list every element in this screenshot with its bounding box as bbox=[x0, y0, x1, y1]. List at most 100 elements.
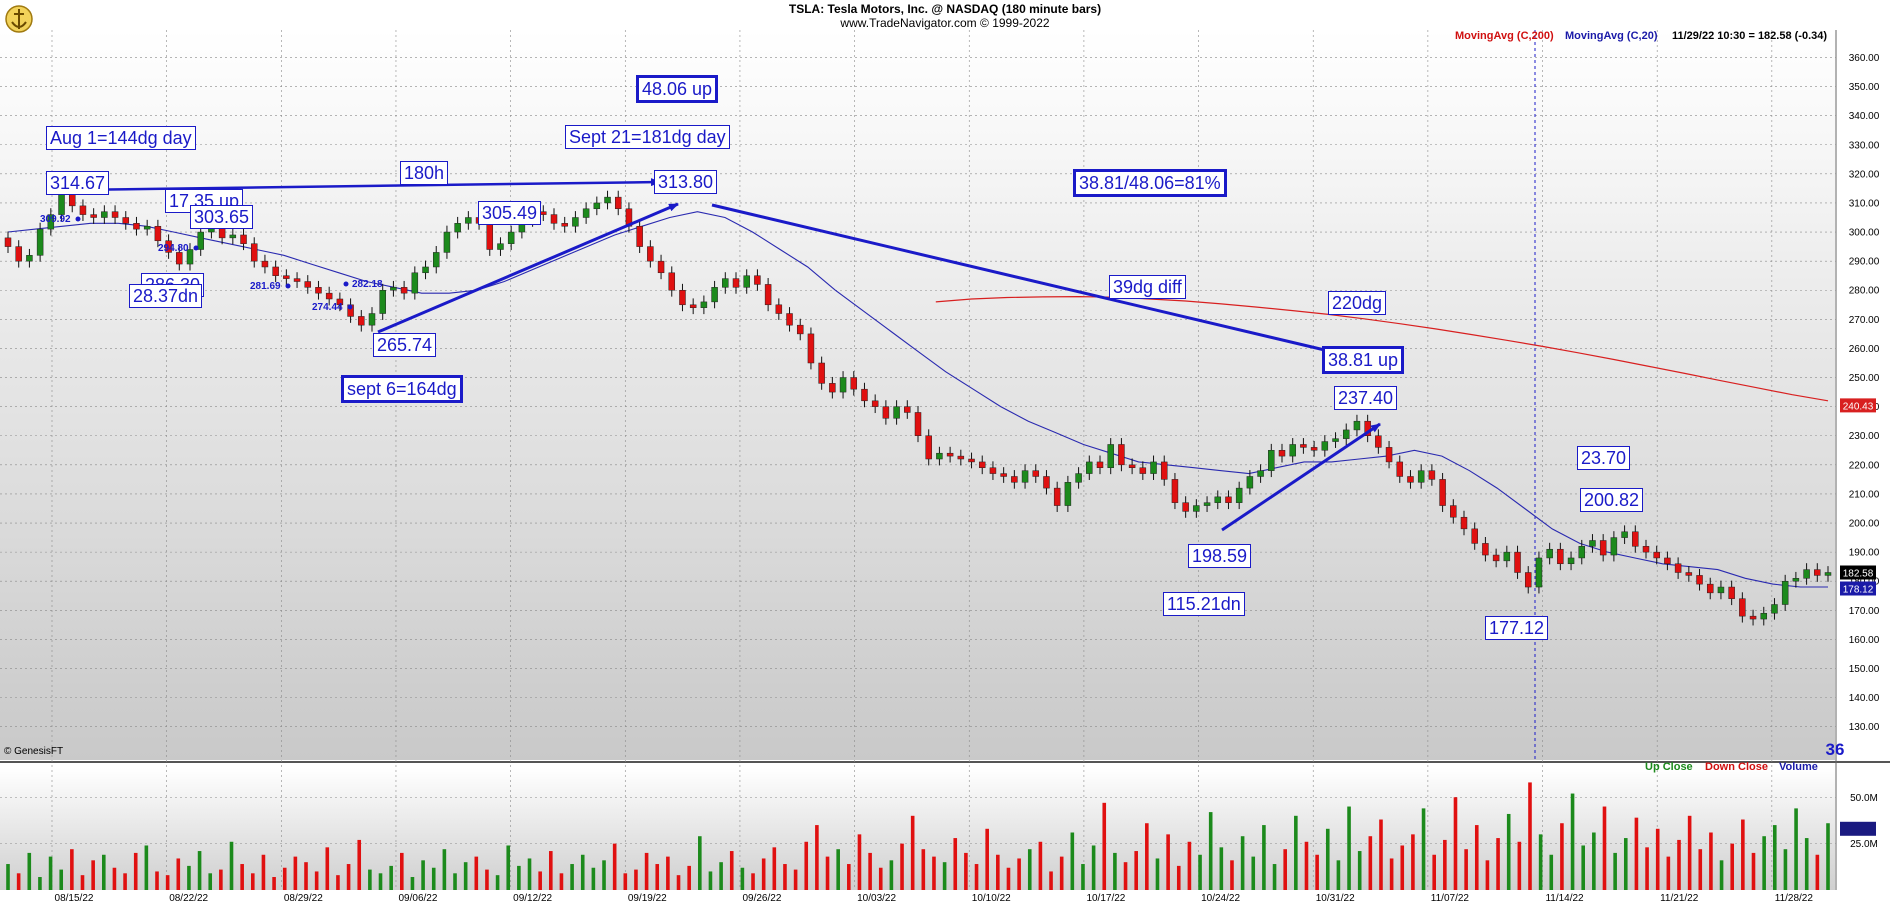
candle-down bbox=[1471, 528, 1478, 544]
candle-down bbox=[732, 278, 740, 288]
volume-bar-down bbox=[687, 865, 691, 890]
candle-down bbox=[358, 316, 365, 326]
candle-up bbox=[1289, 444, 1296, 457]
price-tick-label: 130.00 bbox=[1849, 722, 1880, 733]
volume-bar-down bbox=[485, 869, 489, 890]
volume-bar-down bbox=[1059, 856, 1064, 890]
candle-down bbox=[272, 266, 279, 276]
candle-up bbox=[1064, 482, 1072, 506]
candle-up bbox=[1803, 569, 1810, 579]
annotation-ratio[interactable]: 38.81/48.06=81% bbox=[1073, 169, 1227, 197]
volume-bar-down bbox=[165, 875, 170, 890]
volume-bar-up bbox=[1570, 793, 1575, 890]
volume-bar-down bbox=[953, 838, 958, 890]
candle-down bbox=[325, 292, 333, 300]
volume-bar-up bbox=[1772, 825, 1777, 890]
annotation-price-265[interactable]: 265.74 bbox=[373, 333, 437, 357]
volume-bar-up bbox=[570, 864, 574, 890]
candle-up bbox=[1578, 546, 1586, 559]
volume-bar-down bbox=[655, 864, 660, 890]
price-tick-label: 160.00 bbox=[1849, 635, 1880, 646]
candle-up bbox=[432, 252, 440, 268]
annotation-23-70[interactable]: 23.70 bbox=[1577, 446, 1631, 470]
volume-bar-down bbox=[1655, 828, 1660, 890]
annotation-price-200[interactable]: 200.82 bbox=[1580, 488, 1644, 512]
annotation-price-198[interactable]: 198.59 bbox=[1188, 544, 1252, 568]
annotation-39dg[interactable]: 39dg diff bbox=[1109, 275, 1186, 299]
volume-bar-up bbox=[591, 867, 596, 890]
annotation-dn-28[interactable]: 28.37dn bbox=[129, 284, 203, 308]
annotation-aug1[interactable]: Aug 1=144dg day bbox=[46, 126, 196, 150]
candle-down bbox=[850, 377, 858, 390]
date-tick-label: 10/03/22 bbox=[857, 893, 896, 904]
candle-up bbox=[1075, 473, 1082, 483]
volume-bar-up bbox=[1613, 852, 1617, 890]
volume-bar-down bbox=[1815, 854, 1820, 890]
volume-bar-up bbox=[719, 862, 723, 890]
volume-bar-up bbox=[1294, 815, 1298, 890]
candle-down bbox=[1460, 516, 1468, 530]
annotation-sept6[interactable]: sept 6=164dg bbox=[341, 375, 463, 403]
legend-ma200[interactable]: MovingAvg (C,200) bbox=[1455, 30, 1554, 42]
volume-bar-up bbox=[602, 860, 606, 890]
volume-bar-down bbox=[900, 843, 904, 890]
candle-up bbox=[1589, 540, 1596, 547]
candle-down bbox=[1749, 615, 1757, 620]
candle-up bbox=[839, 377, 847, 393]
candle-down bbox=[1043, 476, 1050, 489]
candle-down bbox=[1653, 551, 1660, 559]
candle-down bbox=[122, 217, 130, 224]
ma20-line bbox=[7, 211, 1828, 588]
annotation-price-305[interactable]: 305.49 bbox=[478, 201, 542, 225]
annotation-price-314[interactable]: 314.67 bbox=[46, 171, 110, 195]
annotation-180h[interactable]: 180h bbox=[400, 161, 449, 185]
candle-down bbox=[1728, 586, 1735, 599]
volume-bar-up bbox=[1081, 864, 1085, 890]
volume-bar-down bbox=[176, 858, 181, 890]
candle-down bbox=[786, 313, 793, 326]
candle-down bbox=[486, 223, 494, 250]
volume-bar-down bbox=[676, 875, 681, 890]
extra-axis-label: 36 bbox=[1826, 740, 1845, 759]
chart-subtitle: www.TradeNavigator.com © 1999-2022 bbox=[840, 16, 1050, 30]
candle-down bbox=[657, 260, 665, 274]
candle-up bbox=[47, 214, 55, 230]
annotation-up-38[interactable]: 38.81 up bbox=[1322, 346, 1405, 374]
volume-bar-up bbox=[1719, 860, 1724, 890]
price-tick-label: 190.00 bbox=[1849, 548, 1880, 559]
annotation-sept21[interactable]: Sept 21=181dg day bbox=[565, 125, 730, 149]
volume-bar-down bbox=[112, 867, 117, 890]
candle-up bbox=[58, 193, 65, 215]
candle-down bbox=[1225, 496, 1232, 503]
volume-bar-up bbox=[1091, 845, 1096, 890]
candle-down bbox=[154, 225, 162, 242]
volume-bar-down bbox=[1560, 823, 1564, 890]
small-price-label: 281.69 bbox=[250, 281, 281, 292]
volume-bar-down bbox=[400, 852, 404, 890]
annotation-dn-115[interactable]: 115.21dn bbox=[1163, 592, 1245, 616]
candle-up bbox=[497, 243, 504, 250]
candle-up bbox=[26, 255, 33, 262]
legend-ma20[interactable]: MovingAvg (C,20) bbox=[1565, 30, 1658, 42]
volume-bar-down bbox=[1698, 849, 1703, 890]
candle-down bbox=[176, 252, 183, 265]
annotation-price-177[interactable]: 177.12 bbox=[1485, 616, 1549, 640]
candle-up bbox=[1760, 612, 1768, 620]
candle-up bbox=[443, 231, 451, 253]
candle-up bbox=[1150, 461, 1157, 474]
price-tick-label: 320.00 bbox=[1849, 169, 1880, 180]
axis-label-layer: 130.00140.00150.00160.00170.00180.00190.… bbox=[40, 53, 1880, 904]
price-tick-label: 290.00 bbox=[1849, 257, 1880, 268]
volume-bar-down bbox=[666, 856, 670, 890]
annotation-price-303[interactable]: 303.65 bbox=[190, 205, 254, 229]
annotation-220dg[interactable]: 220dg bbox=[1328, 291, 1387, 315]
candle-down bbox=[1696, 575, 1703, 585]
date-tick-label: 10/24/22 bbox=[1201, 893, 1240, 904]
annotation-price-237[interactable]: 237.40 bbox=[1334, 386, 1398, 410]
annotation-price-313[interactable]: 313.80 bbox=[654, 170, 718, 194]
volume-bar-down bbox=[825, 856, 830, 890]
annotation-up-48[interactable]: 48.06 up bbox=[636, 75, 719, 103]
volume-bar-down bbox=[1187, 841, 1192, 890]
volume-bar-down bbox=[1677, 839, 1681, 890]
volume-bar-down bbox=[1474, 825, 1479, 890]
